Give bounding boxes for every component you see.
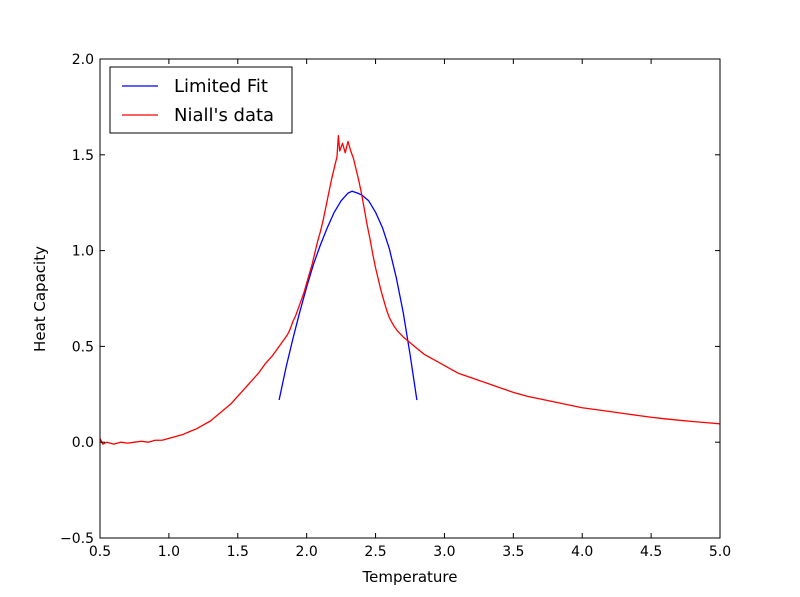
legend-frame (109, 66, 293, 134)
y-tick-label: 0.5 (72, 339, 94, 355)
axes: 0.5 1.0 1.5 2.0 2.5 3.0 3.5 4.0 4.5 5.0 −0.5 0.0 0.5… (60, 52, 731, 560)
legend: Limited Fit Niall's data (109, 66, 293, 134)
series-line-niall-s-data (100, 134, 720, 445)
y-tick-label: 1.5 (72, 148, 94, 164)
y-tick-label: 0.0 (72, 435, 94, 451)
plot-frame (99, 58, 721, 539)
y-tick-label: −0.5 (60, 531, 94, 547)
y-tick-label: 1.0 (72, 244, 94, 260)
x-tick-label: 2.5 (364, 544, 386, 560)
y-axis-label: Heat Capacity (31, 246, 49, 352)
x-tick-label: 1.5 (227, 544, 249, 560)
x-tick-label: 4.0 (571, 544, 593, 560)
x-tick-label: 3.5 (502, 544, 524, 560)
series-line-limited-fit (278, 190, 418, 401)
x-tick-label: 0.5 (89, 544, 111, 560)
legend-entry-nialls-data: Niall's data (174, 105, 274, 126)
x-tick-label: 4.5 (640, 544, 662, 560)
legend-entry-limited-fit: Limited Fit (174, 76, 268, 97)
y-tick-label: 2.0 (72, 52, 94, 68)
x-tick-label: 2.0 (296, 544, 318, 560)
x-tick-label: 5.0 (709, 544, 731, 560)
plot-area (100, 134, 720, 445)
x-tick-label: 3.0 (433, 544, 455, 560)
x-tick-label: 1.0 (158, 544, 180, 560)
x-axis-label: Temperature (361, 568, 457, 586)
